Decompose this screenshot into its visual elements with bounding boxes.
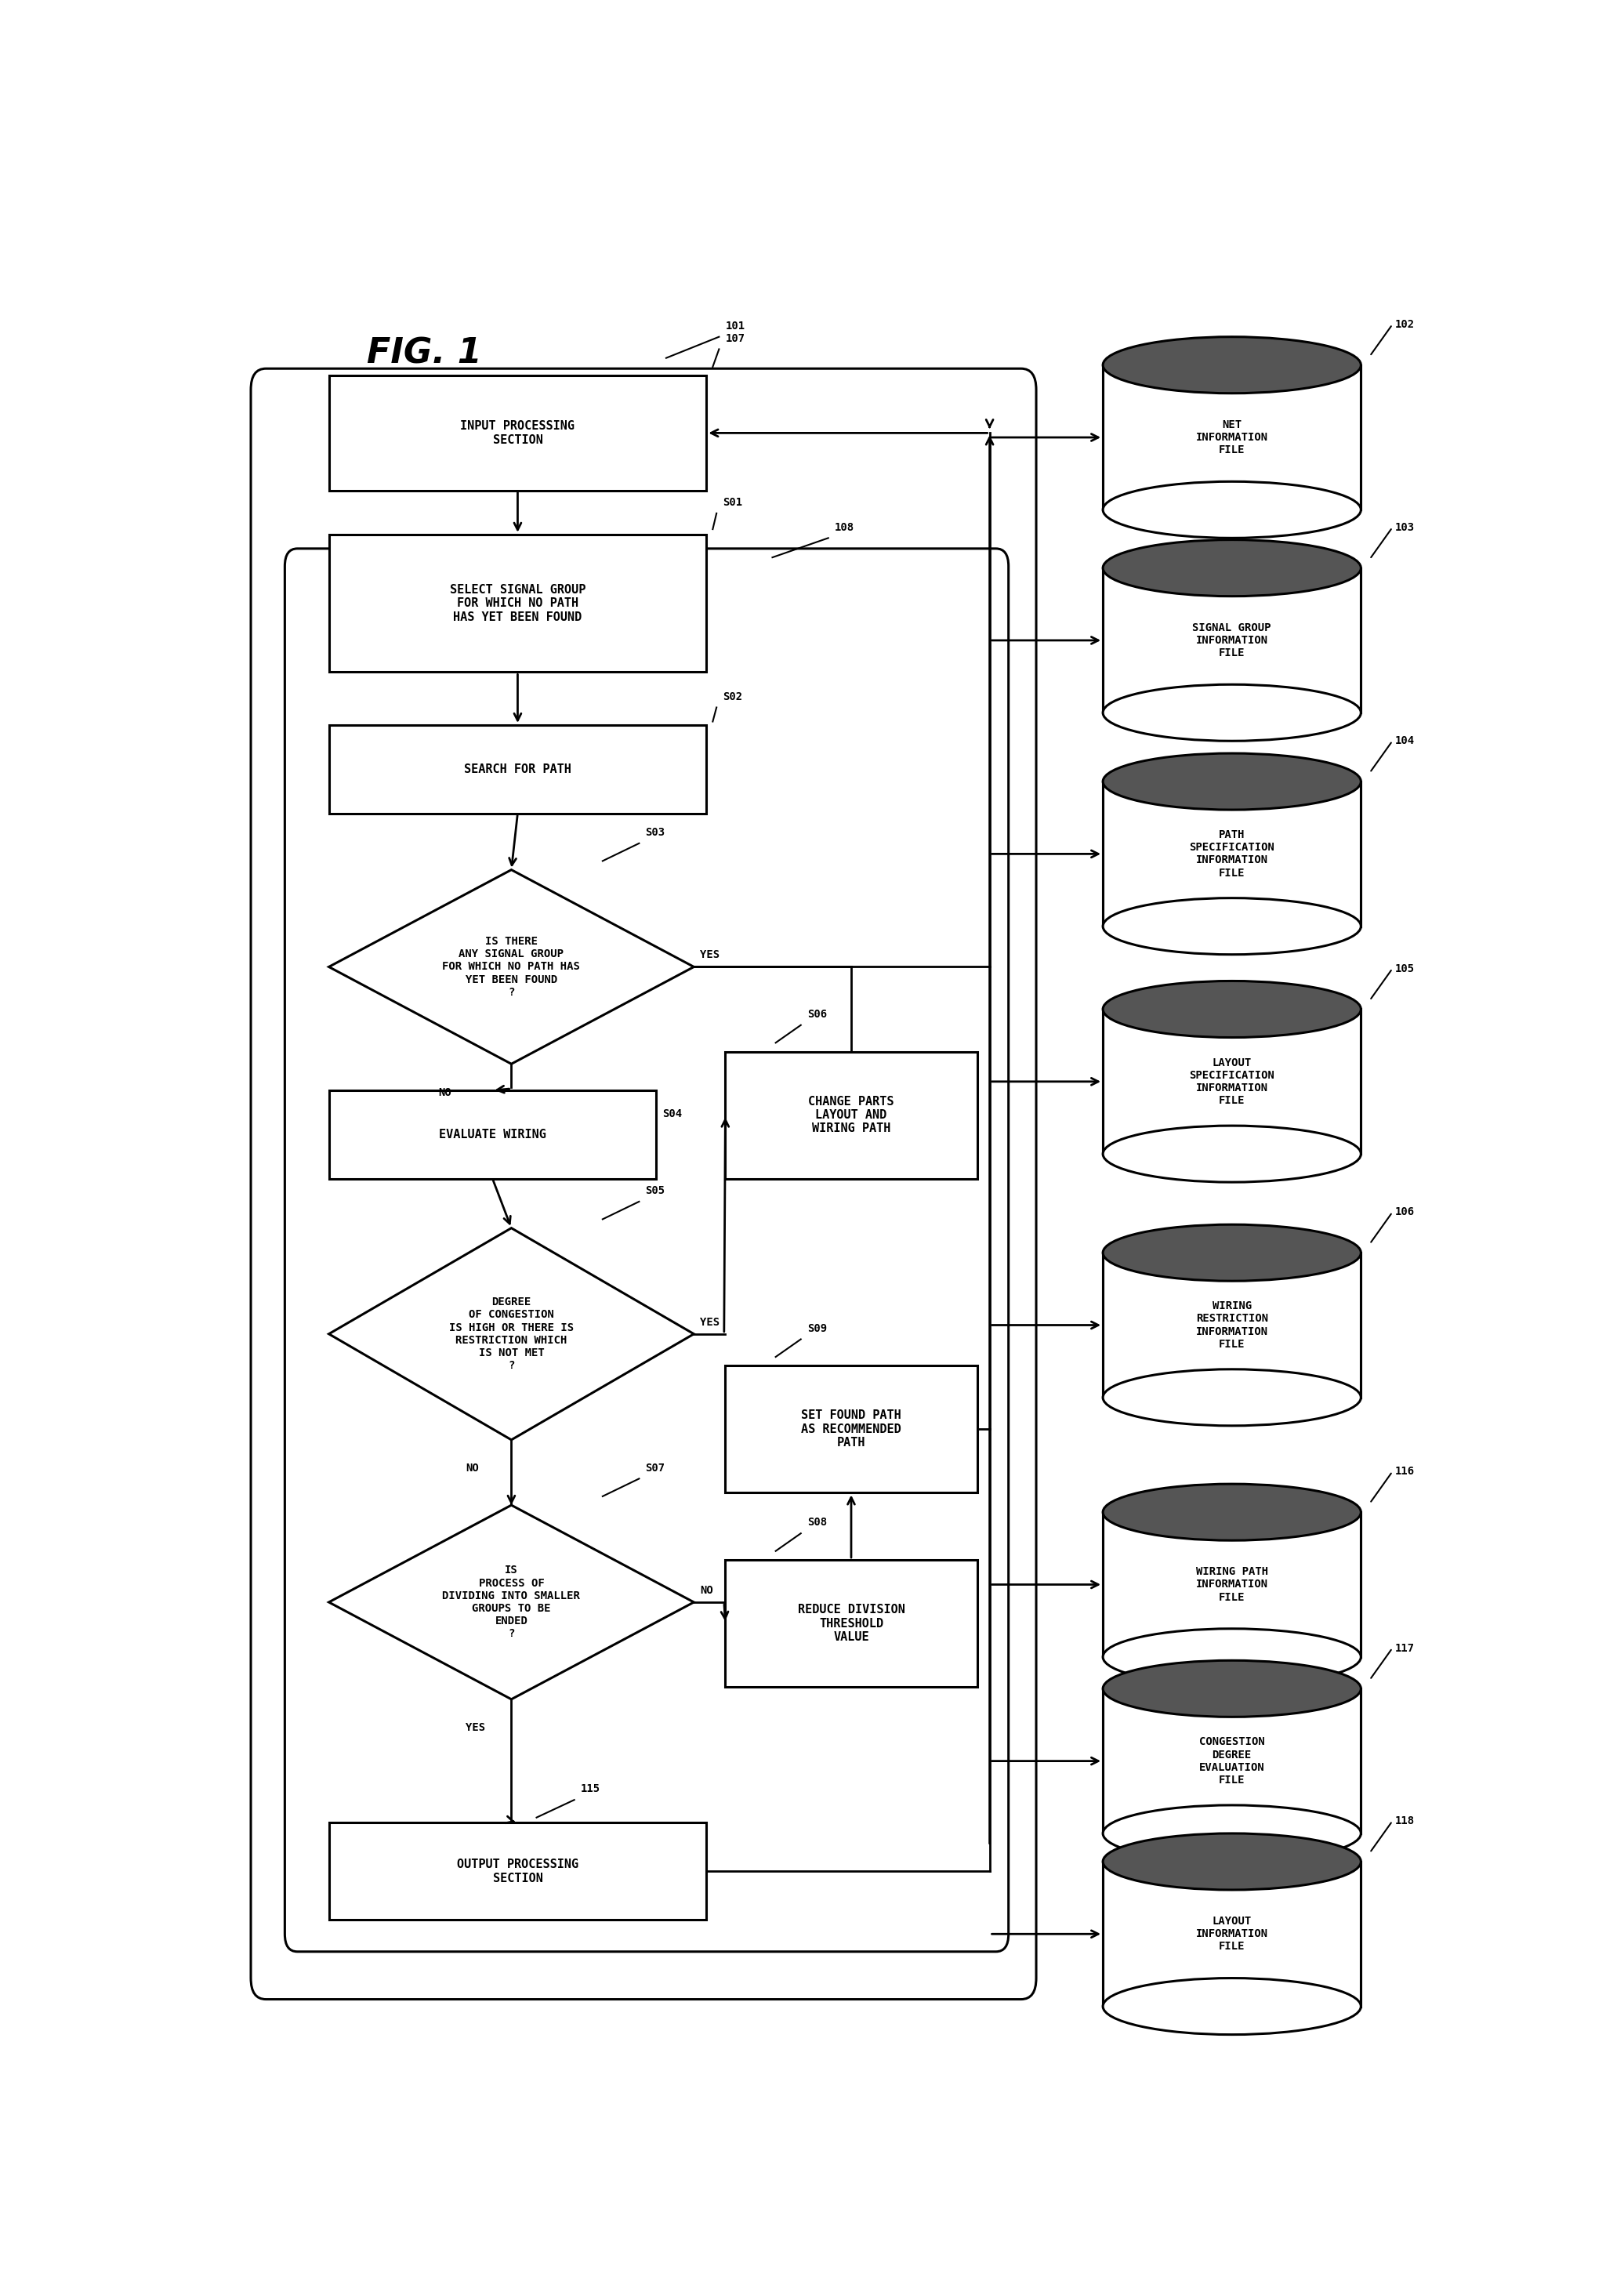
- Text: CONGESTION
DEGREE
EVALUATION
FILE: CONGESTION DEGREE EVALUATION FILE: [1199, 1737, 1265, 1785]
- Ellipse shape: [1103, 1483, 1361, 1540]
- Text: IS THERE
ANY SIGNAL GROUP
FOR WHICH NO PATH HAS
YET BEEN FOUND
?: IS THERE ANY SIGNAL GROUP FOR WHICH NO P…: [442, 935, 580, 997]
- Ellipse shape: [1103, 898, 1361, 953]
- Text: 105: 105: [1395, 963, 1415, 974]
- Text: WIRING PATH
INFORMATION
FILE: WIRING PATH INFORMATION FILE: [1195, 1565, 1268, 1602]
- Text: SIGNAL GROUP
INFORMATION
FILE: SIGNAL GROUP INFORMATION FILE: [1192, 621, 1272, 658]
- Bar: [328, 1822, 706, 1921]
- Polygon shape: [328, 1506, 693, 1698]
- Text: 118: 118: [1395, 1815, 1415, 1827]
- Bar: [1103, 1861, 1361, 2006]
- Text: S07: S07: [645, 1462, 666, 1474]
- Text: S08: S08: [807, 1517, 827, 1529]
- Text: S03: S03: [645, 827, 666, 839]
- Text: FIG. 1: FIG. 1: [367, 337, 482, 371]
- Ellipse shape: [1103, 337, 1361, 394]
- Ellipse shape: [1103, 981, 1361, 1038]
- Ellipse shape: [1103, 685, 1361, 740]
- Text: NO: NO: [466, 1462, 479, 1474]
- Bar: [328, 534, 706, 672]
- FancyBboxPatch shape: [284, 548, 1009, 1953]
- Text: 106: 106: [1395, 1206, 1415, 1217]
- Text: OUTPUT PROCESSING
SECTION: OUTPUT PROCESSING SECTION: [456, 1859, 578, 1884]
- Text: YES: YES: [466, 1721, 486, 1733]
- Ellipse shape: [1103, 539, 1361, 596]
- Text: DEGREE
OF CONGESTION
IS HIGH OR THERE IS
RESTRICTION WHICH
IS NOT MET
?: DEGREE OF CONGESTION IS HIGH OR THERE IS…: [448, 1297, 573, 1371]
- Text: 116: 116: [1395, 1467, 1415, 1476]
- Text: S04: S04: [663, 1109, 682, 1118]
- Text: S09: S09: [807, 1322, 827, 1334]
- Bar: [1103, 1254, 1361, 1398]
- Text: S05: S05: [645, 1185, 666, 1196]
- Text: SEARCH FOR PATH: SEARCH FOR PATH: [464, 763, 572, 775]
- Bar: [1103, 1513, 1361, 1657]
- Text: WIRING
RESTRICTION
INFORMATION
FILE: WIRING RESTRICTION INFORMATION FILE: [1195, 1300, 1268, 1350]
- Text: S02: S02: [723, 692, 742, 701]
- Bar: [726, 1366, 978, 1492]
- Text: INPUT PROCESSING
SECTION: INPUT PROCESSING SECTION: [461, 419, 575, 445]
- Text: NO: NO: [438, 1086, 451, 1098]
- Text: IS
PROCESS OF
DIVIDING INTO SMALLER
GROUPS TO BE
ENDED
?: IS PROCESS OF DIVIDING INTO SMALLER GROU…: [442, 1565, 580, 1639]
- Text: PATH
SPECIFICATION
INFORMATION
FILE: PATH SPECIFICATION INFORMATION FILE: [1189, 830, 1275, 878]
- Text: LAYOUT
SPECIFICATION
INFORMATION
FILE: LAYOUT SPECIFICATION INFORMATION FILE: [1189, 1057, 1275, 1107]
- Bar: [328, 724, 706, 814]
- Bar: [328, 376, 706, 490]
- Text: LAYOUT
INFORMATION
FILE: LAYOUT INFORMATION FILE: [1195, 1916, 1268, 1953]
- Bar: [1103, 1008, 1361, 1153]
- Text: 101: 101: [726, 321, 745, 332]
- Text: YES: YES: [700, 1316, 719, 1327]
- Text: CHANGE PARTS
LAYOUT AND
WIRING PATH: CHANGE PARTS LAYOUT AND WIRING PATH: [809, 1096, 895, 1135]
- FancyBboxPatch shape: [250, 369, 1036, 1999]
- Text: SET FOUND PATH
AS RECOMMENDED
PATH: SET FOUND PATH AS RECOMMENDED PATH: [801, 1410, 901, 1449]
- Ellipse shape: [1103, 1659, 1361, 1717]
- Ellipse shape: [1103, 1224, 1361, 1281]
- Ellipse shape: [1103, 754, 1361, 809]
- Text: 102: 102: [1395, 319, 1415, 330]
- Bar: [726, 1561, 978, 1687]
- Polygon shape: [328, 869, 693, 1063]
- Text: 104: 104: [1395, 736, 1415, 747]
- Ellipse shape: [1103, 1978, 1361, 2035]
- Text: NO: NO: [700, 1584, 713, 1595]
- Ellipse shape: [1103, 1368, 1361, 1426]
- Text: 117: 117: [1395, 1643, 1415, 1653]
- Text: S06: S06: [807, 1008, 827, 1020]
- Text: SELECT SIGNAL GROUP
FOR WHICH NO PATH
HAS YET BEEN FOUND: SELECT SIGNAL GROUP FOR WHICH NO PATH HA…: [450, 584, 586, 623]
- Bar: [726, 1052, 978, 1178]
- Text: 115: 115: [581, 1783, 601, 1795]
- Bar: [1103, 782, 1361, 926]
- Text: 107: 107: [726, 332, 745, 344]
- Text: NET
INFORMATION
FILE: NET INFORMATION FILE: [1195, 419, 1268, 456]
- Text: 108: 108: [835, 523, 854, 532]
- Text: 103: 103: [1395, 523, 1415, 534]
- Text: S01: S01: [723, 497, 742, 509]
- Bar: [1103, 364, 1361, 509]
- Ellipse shape: [1103, 1834, 1361, 1891]
- Bar: [1103, 568, 1361, 713]
- Ellipse shape: [1103, 1630, 1361, 1685]
- Ellipse shape: [1103, 1125, 1361, 1183]
- Bar: [1103, 1689, 1361, 1834]
- Text: EVALUATE WIRING: EVALUATE WIRING: [438, 1128, 546, 1141]
- Bar: [328, 1091, 656, 1178]
- Ellipse shape: [1103, 1806, 1361, 1861]
- Ellipse shape: [1103, 481, 1361, 539]
- Polygon shape: [328, 1229, 693, 1439]
- Text: REDUCE DIVISION
THRESHOLD
VALUE: REDUCE DIVISION THRESHOLD VALUE: [797, 1604, 905, 1643]
- Text: YES: YES: [700, 949, 719, 960]
